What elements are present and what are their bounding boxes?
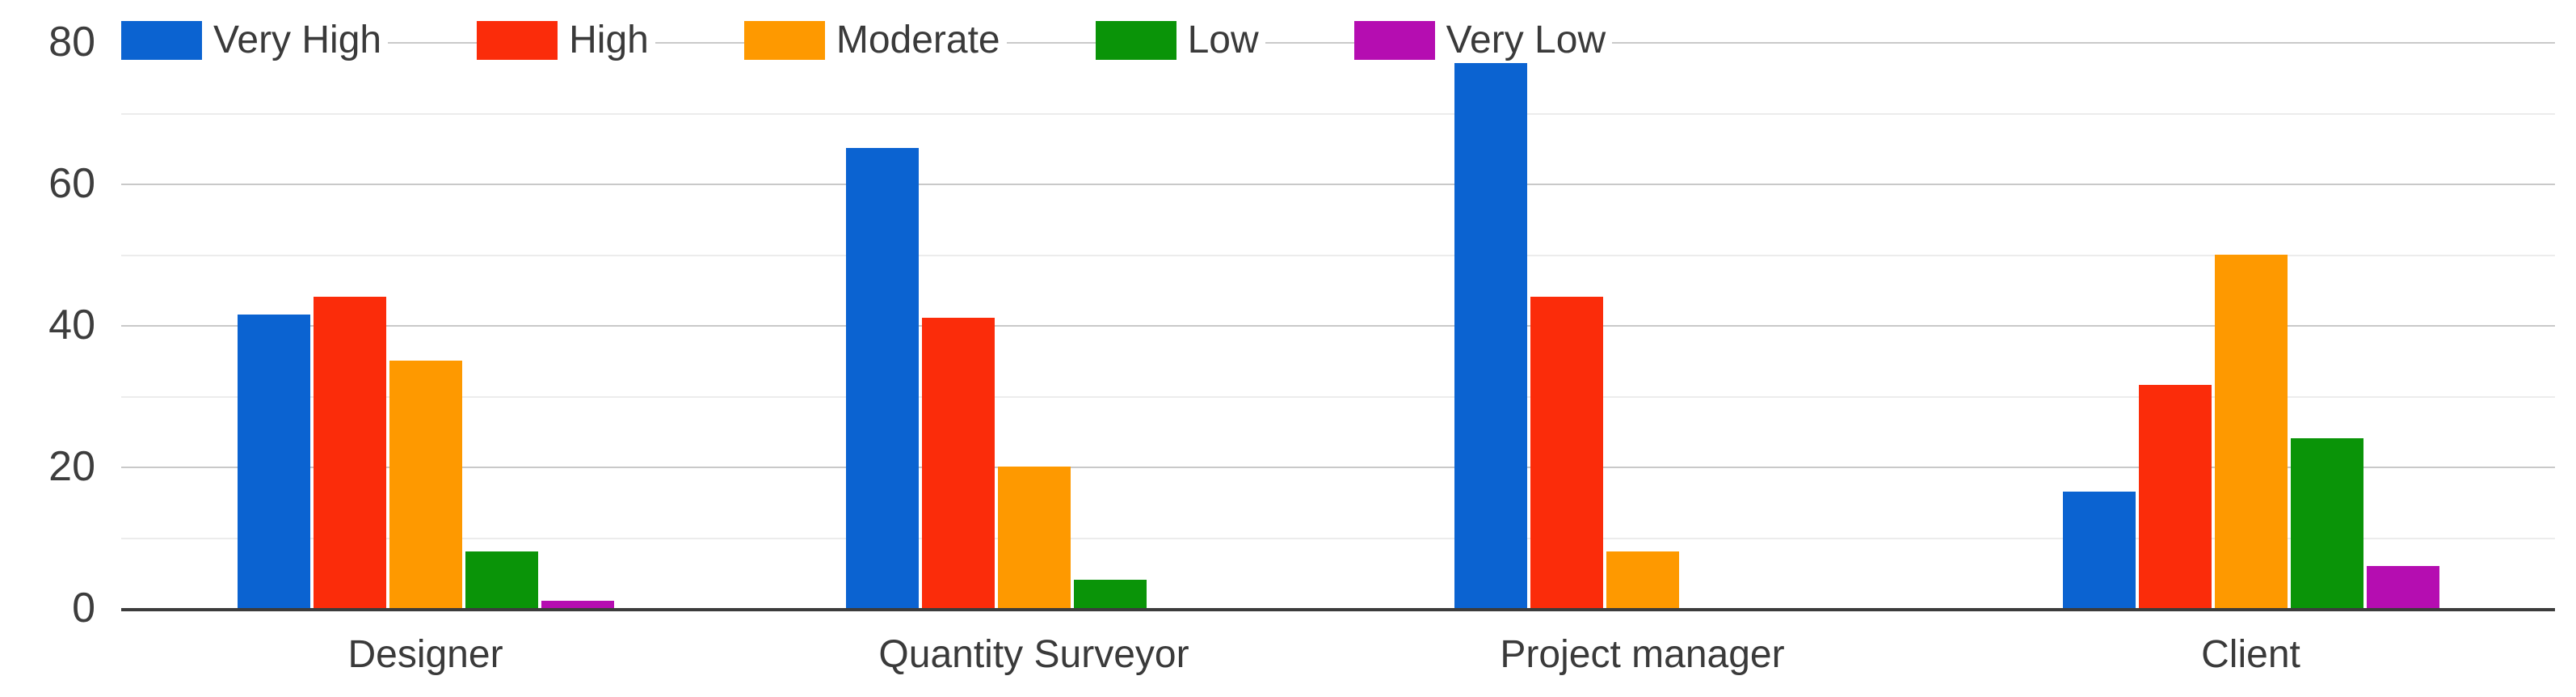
gridline-40 — [121, 325, 2555, 327]
gridline-80 — [121, 42, 2555, 44]
legend-swatch-moderate — [743, 20, 825, 60]
x-axis-baseline — [121, 608, 2555, 611]
legend-item-very-high: Very High — [121, 18, 389, 62]
legend-label: Moderate — [824, 18, 1007, 62]
legend-item-high: High — [477, 18, 655, 62]
bar-low-designer — [465, 551, 538, 608]
bar-high-project-manager — [1530, 297, 1603, 608]
y-tick-label-20: 20 — [48, 443, 95, 490]
bar-low-client — [2290, 438, 2363, 608]
bar-moderate-client — [2214, 254, 2288, 608]
bar-high-designer — [313, 297, 386, 608]
legend-label: Low — [1176, 18, 1265, 62]
legend-swatch-very-low — [1353, 20, 1435, 60]
y-tick-label-0: 0 — [72, 585, 95, 632]
legend-item-moderate: Moderate — [743, 18, 1007, 62]
bar-very-low-designer — [541, 601, 614, 608]
legend-swatch-low — [1095, 20, 1176, 60]
bar-very-high-quantity-surveyor — [845, 148, 919, 608]
category-label-designer: Designer — [347, 633, 503, 676]
gridline-70 — [121, 112, 2555, 115]
legend-item-very-low: Very Low — [1353, 18, 1613, 62]
legend-label: Very High — [202, 18, 389, 62]
bar-low-quantity-surveyor — [1073, 580, 1147, 608]
bar-very-high-designer — [237, 314, 310, 608]
bar-high-quantity-surveyor — [921, 318, 995, 608]
legend-label: High — [558, 18, 655, 62]
gridline-10 — [121, 537, 2555, 539]
bar-very-low-client — [2366, 565, 2439, 608]
bar-moderate-designer — [389, 360, 462, 608]
bar-very-high-project-manager — [1454, 63, 1527, 608]
gridline-30 — [121, 395, 2555, 398]
bar-moderate-project-manager — [1606, 551, 1679, 608]
gridline-50 — [121, 254, 2555, 256]
gridline-60 — [121, 184, 2555, 185]
y-tick-label-40: 40 — [48, 302, 95, 348]
legend-item-low: Low — [1095, 18, 1265, 62]
category-label-client: Client — [2201, 633, 2300, 676]
legend-swatch-high — [477, 20, 558, 60]
bar-moderate-quantity-surveyor — [997, 467, 1071, 608]
y-tick-label-60: 60 — [48, 160, 95, 207]
legend-label: Very Low — [1434, 18, 1613, 62]
legend-swatch-very-high — [121, 20, 202, 60]
category-label-project-manager: Project manager — [1500, 633, 1785, 676]
category-label-quantity-surveyor: Quantity Surveyor — [878, 633, 1189, 676]
bar-high-client — [2138, 385, 2212, 608]
legend: Very High High Moderate Low Very Low — [121, 18, 1613, 62]
gridline-20 — [121, 467, 2555, 468]
y-tick-label-80: 80 — [48, 19, 95, 65]
bar-very-high-client — [2062, 491, 2136, 608]
